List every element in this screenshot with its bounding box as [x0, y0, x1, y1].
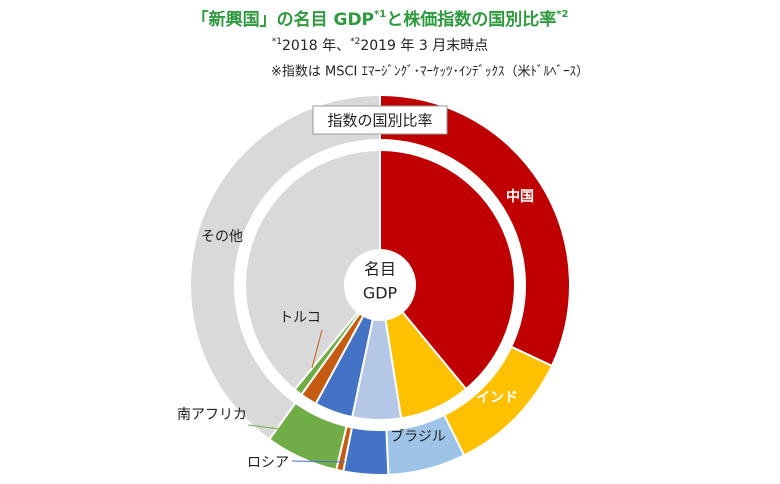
sub-part: 2019 年 3 月末時点: [360, 38, 488, 54]
inner-label: GDP: [363, 284, 398, 303]
title-part: と株価指数の国別比率: [386, 9, 556, 30]
outer-label: 指数の国別比率: [327, 112, 432, 130]
title-sup: *1: [374, 9, 386, 20]
slice: [379, 148, 516, 391]
category-label: ブラジル: [390, 428, 446, 445]
slice: [244, 148, 381, 391]
category-label: ロシア: [247, 455, 289, 471]
note: ※指数は MSCI ｴﾏｰｼﾞﾝｸﾞ･ﾏｰｹｯﾂ･ｲﾝﾃﾞｯｸｽ（米ﾄﾞﾙﾍﾞｰ…: [271, 65, 589, 80]
title-sup: *2: [556, 9, 568, 20]
category-label: 南アフリカ: [177, 407, 247, 423]
rings: [189, 93, 571, 476]
category-label: その他: [201, 229, 243, 245]
sub-sup: *2: [350, 37, 360, 47]
sub-sup: *1: [272, 37, 282, 47]
leader-line: [247, 424, 289, 431]
category-label: インド: [476, 390, 518, 406]
chart-title: 「新興国」の名目 GDP*1と株価指数の国別比率*2: [192, 9, 569, 30]
leader-line: [311, 329, 323, 369]
subtitle: *12018 年、*22019 年 3 月末時点: [272, 37, 488, 55]
title-part: 「新興国」の名目 GDP: [192, 9, 374, 30]
label-box: [312, 105, 448, 135]
leader-line: [291, 460, 346, 463]
sub-part: 2018 年、: [282, 38, 350, 54]
category-label: 中国: [506, 188, 534, 205]
slice: [189, 93, 381, 441]
inner-label: 名目: [364, 260, 396, 279]
category-label: トルコ: [279, 310, 321, 326]
